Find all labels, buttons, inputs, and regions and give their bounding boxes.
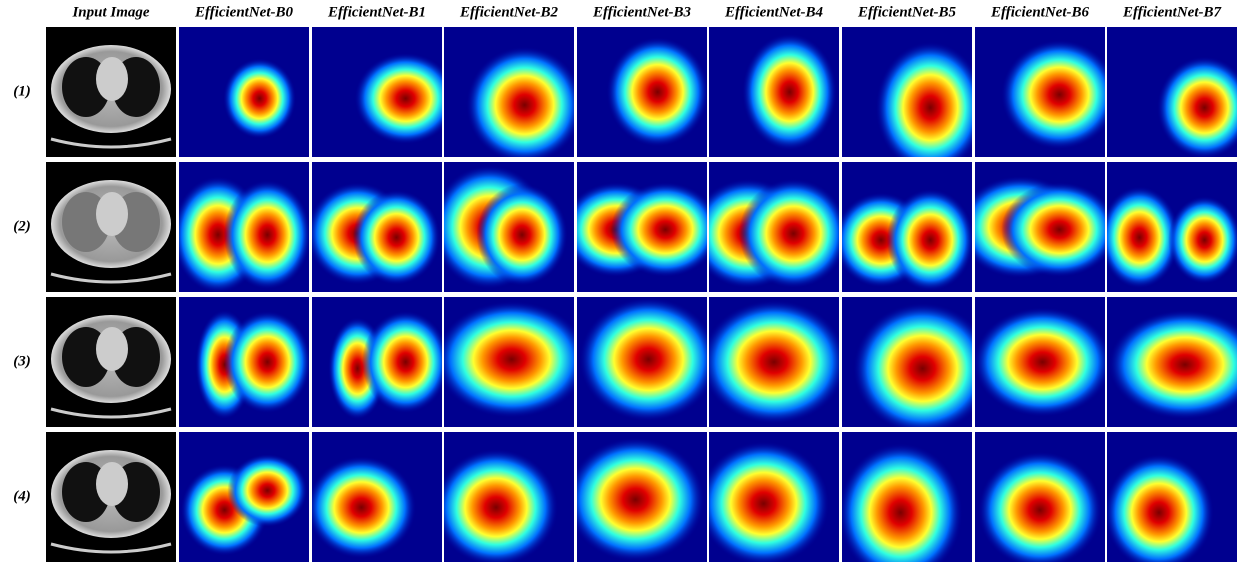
heat-blob	[978, 452, 1102, 563]
heatmap	[690, 162, 848, 292]
heatmap	[307, 162, 442, 292]
heat-blob	[1001, 182, 1117, 277]
column-header: EfficientNet-B7	[1122, 4, 1222, 20]
heatmap	[444, 27, 583, 163]
heatmap	[566, 432, 707, 562]
heat-blob	[227, 454, 307, 527]
row-label: (3)	[13, 353, 31, 369]
heatmap	[709, 27, 839, 157]
figure: Input Image EfficientNet-B0 EfficientNet-B…	[0, 0, 1238, 563]
column-header: EfficientNet-B3	[592, 4, 692, 20]
heat-blob	[853, 303, 991, 434]
ct-heart	[96, 327, 128, 371]
heat-blob	[224, 180, 311, 289]
row-label: (4)	[13, 488, 31, 504]
heat-blob	[362, 311, 449, 413]
heat-blob	[353, 190, 440, 285]
heatmap	[312, 297, 449, 427]
ct-heart	[96, 57, 128, 101]
row-label: (2)	[13, 218, 31, 234]
heatmap	[435, 297, 588, 427]
heat-blob	[355, 53, 457, 144]
heatmap	[698, 432, 839, 563]
heat-blob	[434, 449, 558, 563]
heat-blob	[739, 179, 848, 288]
ct-image	[46, 27, 176, 157]
heat-blob	[1168, 196, 1238, 283]
ct-image	[46, 297, 176, 427]
heat-blob	[307, 456, 416, 558]
heat-blob	[698, 442, 829, 563]
heatmap	[577, 297, 718, 427]
ct-heart	[96, 462, 128, 506]
heatmap	[179, 297, 311, 427]
heatmap	[842, 297, 992, 434]
heat-blob	[224, 311, 311, 413]
heat-blob	[607, 37, 709, 146]
column-header: EfficientNet-B5	[857, 4, 957, 20]
heat-blob	[466, 47, 582, 163]
heat-blob	[876, 42, 985, 173]
heatmap	[1107, 297, 1238, 427]
heatmap	[701, 297, 847, 427]
heatmap	[179, 432, 309, 562]
heatmap	[839, 432, 972, 563]
heatmap	[173, 162, 312, 293]
heat-blob	[579, 298, 717, 422]
heatmap	[1104, 432, 1237, 563]
column-header: Input Image	[71, 4, 149, 20]
heat-blob	[566, 438, 704, 562]
column-header: EfficientNet-B6	[990, 4, 1090, 20]
heat-blob	[973, 307, 1111, 416]
column-header: EfficientNet-B4	[724, 4, 824, 20]
row-label: (1)	[13, 83, 31, 99]
heat-blob	[1099, 186, 1179, 288]
heatmap	[842, 27, 985, 173]
heatmap	[431, 162, 574, 292]
column-header: EfficientNet-B1	[327, 4, 426, 20]
heatmap	[307, 432, 442, 562]
heatmap	[975, 432, 1105, 563]
column-header: EfficientNet-B0	[194, 4, 294, 20]
heatmap	[973, 297, 1111, 427]
heat-blob	[477, 184, 568, 286]
ct-heart	[96, 192, 128, 236]
heat-blob	[887, 189, 974, 291]
column-header: EfficientNet-B2	[459, 4, 559, 20]
ct-image	[46, 162, 176, 292]
heatmap	[1099, 162, 1238, 292]
heat-blob	[701, 300, 847, 424]
heatmap	[577, 27, 709, 157]
heatmap	[1107, 27, 1238, 159]
heatmap	[561, 162, 720, 292]
heat-blob	[1001, 40, 1117, 149]
heat-blob	[611, 182, 720, 277]
heatmap	[975, 27, 1118, 157]
heatmap	[179, 27, 309, 157]
heatmap	[957, 162, 1118, 292]
heat-blob	[223, 58, 296, 138]
heatmap	[434, 432, 574, 563]
heatmap	[834, 162, 974, 292]
ct-image	[46, 432, 176, 562]
heat-blob	[742, 34, 837, 150]
heat-blob	[435, 301, 588, 417]
heatmap	[312, 27, 457, 157]
